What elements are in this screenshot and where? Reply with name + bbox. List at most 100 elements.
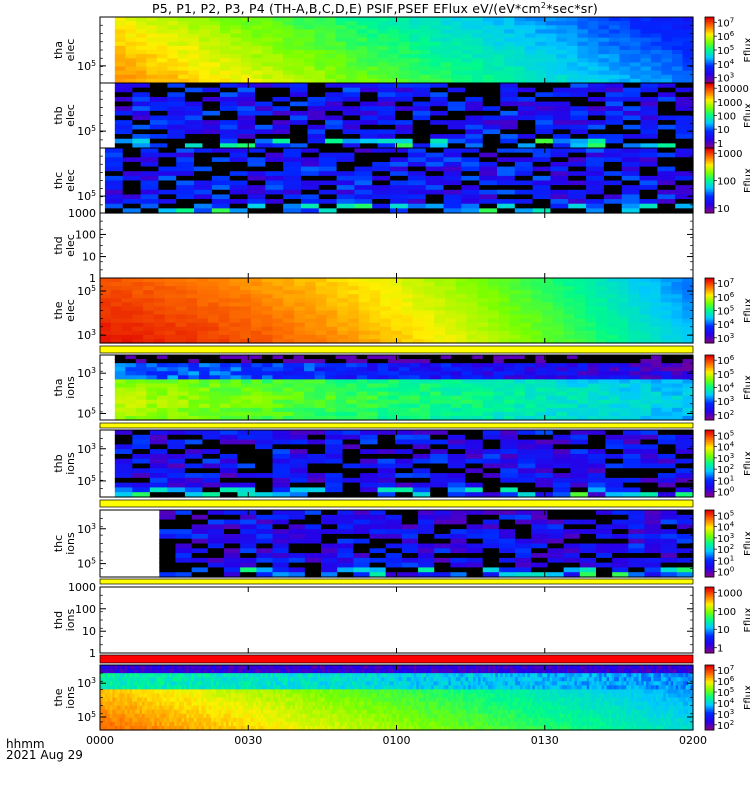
spectrogram-cell [498,567,516,573]
spectrogram-cell [595,510,613,516]
spectrogram-cell [207,326,220,332]
spectrogram-cell [628,330,640,336]
spectrogram-cell [418,562,435,569]
spectrogram-cell [622,444,642,450]
spectrogram-cell [294,278,306,283]
spectrogram-cell [177,17,190,22]
spectrogram-cell [639,161,658,168]
colorbar-cell [705,336,714,339]
spectrogram-cell [628,278,640,283]
spectrogram-cell [531,538,549,545]
spectrogram-cell [461,157,480,163]
spectrogram-cell [388,363,400,368]
spectrogram-cell [146,70,158,76]
spectrogram-cell [450,510,468,516]
spectrogram-cell [315,306,328,312]
spectrogram-cell [356,379,368,385]
colorbar-cell [705,440,714,443]
spectrogram-cell [493,78,505,84]
spectrogram-cell [482,477,501,484]
panel-ylabel-species: ions [64,452,77,475]
spectrogram-cell [423,310,435,316]
spectrogram-cell [409,17,421,22]
spectrogram-cell [314,363,326,368]
spectrogram-cell [514,387,526,393]
spectrogram-cell [140,157,159,163]
spectrogram-cell [261,310,274,316]
spectrogram-cell [240,45,253,51]
spectrogram-cell [342,138,361,144]
spectrogram-cell [290,430,309,436]
spectrogram-cell [465,492,484,498]
spectrogram-cell [412,278,425,283]
spectrogram-cell [640,45,652,51]
spectrogram-cell [535,58,547,63]
spectrogram-cell [545,379,557,385]
tick-label-base: 10 [77,125,91,138]
spectrogram-cell [114,129,133,135]
spectrogram-cell [661,50,673,55]
spectrogram-cell [465,463,484,469]
spectrogram-cell [219,138,239,144]
spectrogram-cell [585,326,597,332]
spectrogram-cell [412,310,425,316]
spectrogram-cell [524,54,536,59]
spectrogram-cell [547,567,565,573]
tick-label-base: 10 [77,60,91,73]
spectrogram-cell [342,444,361,450]
spectrogram-cell [661,58,673,63]
spectrogram-cell [377,487,396,493]
spectrogram-cell [447,96,466,103]
spectrogram-cell [430,129,449,135]
colorbar-tick-label: 102 [717,463,734,476]
spectrogram-cell [606,298,619,303]
spectrogram-cell [230,411,242,417]
tick-label-exponent: 4 [730,382,735,390]
spectrogram-cell [425,166,445,172]
spectrogram-cell [240,543,257,549]
spectrogram-cell [640,468,659,474]
spectrogram-cell [407,189,427,196]
spectrogram-cell [261,282,274,287]
spectrogram-cell [412,338,425,344]
spectrogram-cell [395,439,414,445]
spectrogram-cell [218,298,230,303]
spectrogram-cell [176,161,195,168]
spectrogram-cell [661,391,673,397]
spectrogram-cell [465,430,484,436]
spectrogram-cell [570,143,589,149]
spectrogram-cell [401,294,414,299]
spectrogram-cell [140,175,159,182]
spectrogram-cell [619,21,631,26]
spectrogram-cell [671,74,684,80]
spectrogram-cell [369,533,387,540]
spectrogram-cell [304,533,322,540]
separator-bar-yellow [99,578,694,585]
spectrogram-cell [251,54,263,59]
spectrogram-cell [388,379,400,385]
spectrogram-cell [353,524,371,530]
spectrogram-cell [595,562,613,569]
spectrogram-cell [524,363,536,368]
spectrogram-cell [472,391,484,397]
spectrogram-cell [356,399,368,405]
spectrogram-cell [143,294,155,299]
spectrogram-cell [326,286,338,291]
colorbar-cell [705,131,714,134]
spectrogram-cell [207,298,220,303]
spectrogram-cell [425,148,445,154]
spectrogram-cell [251,21,263,26]
spectrogram-cell [608,379,621,385]
spectrogram-cell [132,444,151,450]
spectrogram-cell [617,306,629,312]
spectrogram-cell [262,375,274,380]
spectrogram-cell [535,120,554,126]
spectrogram-cell [619,359,631,364]
spectrogram-cell [649,338,662,344]
spectrogram-cell [586,180,605,186]
spectrogram-cell [550,185,569,191]
spectrogram-cell [608,41,621,47]
spectrogram-cell [640,83,659,89]
spectrogram-cell [325,363,337,368]
colorbar-cell [705,125,714,128]
